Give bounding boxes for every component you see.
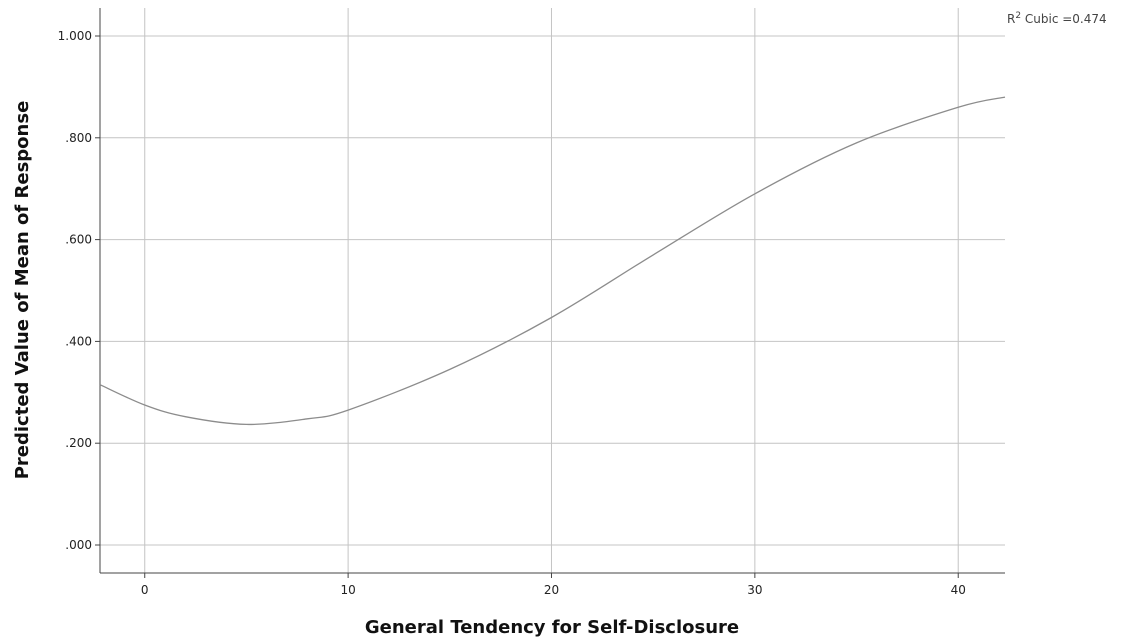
r-squared-prefix: R <box>1007 12 1015 26</box>
y-tick-label: .800 <box>65 131 92 145</box>
series-line-cubic-fit <box>99 96 1006 426</box>
x-axis-title: General Tendency for Self-Disclosure <box>365 617 739 638</box>
axes <box>99 8 1005 574</box>
x-tick-label: 10 <box>340 583 355 597</box>
x-tick-label: 20 <box>544 583 559 597</box>
y-tick-label: .600 <box>65 233 92 247</box>
y-tick-label: .200 <box>65 436 92 450</box>
x-tick-label: 0 <box>141 583 149 597</box>
y-tick-label: .400 <box>65 334 92 348</box>
y-axis-title: Predicted Value of Mean of Response <box>12 101 33 480</box>
r-squared-superscript: 2 <box>1015 11 1021 21</box>
y-tick-label: 1.000 <box>58 29 92 43</box>
tick-labels: 0 10 20 30 40 .000 .200 .400 .600 .800 1.000 <box>58 29 966 597</box>
r-squared-text: Cubic =0.474 <box>1021 12 1107 26</box>
y-tick-label: .000 <box>65 538 92 552</box>
r-squared-annotation: R2 Cubic =0.474 <box>1007 11 1107 26</box>
x-tick-label: 30 <box>747 583 762 597</box>
x-tick-label: 40 <box>951 583 966 597</box>
grid-lines <box>95 8 1005 578</box>
